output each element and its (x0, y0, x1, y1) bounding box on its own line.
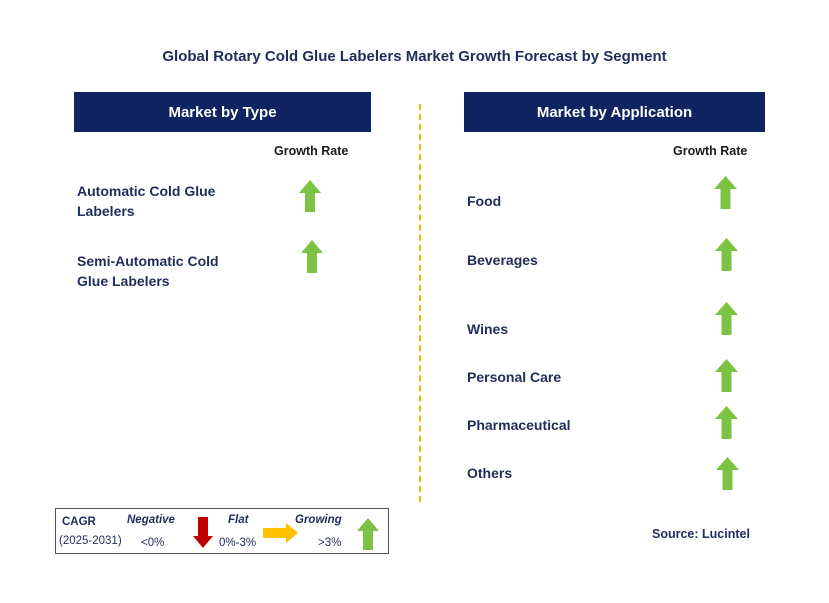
cagr-legend (55, 508, 389, 554)
growing-arrow-icon (715, 238, 738, 271)
application-growth-rate-label: Growth Rate (673, 144, 748, 158)
growing-arrow-icon (715, 302, 738, 335)
type-item-semi-automatic-line1: Semi-Automatic Cold (77, 253, 219, 269)
application-item-beverages: Beverages (467, 252, 538, 268)
market-by-type-header: Market by Type (74, 92, 371, 132)
type-item-automatic-line1: Automatic Cold Glue (77, 183, 216, 199)
growing-arrow-icon (715, 359, 738, 392)
type-growth-rate-label: Growth Rate (274, 144, 349, 158)
growing-arrow-icon (357, 518, 379, 550)
legend-flat-range: 0%-3% (219, 537, 257, 549)
growing-arrow-icon (715, 406, 738, 439)
growing-arrow-icon (716, 457, 739, 490)
legend-flat-label: Flat (228, 514, 249, 526)
application-item-others: Others (467, 465, 513, 481)
legend-negative-range: <0% (141, 537, 165, 549)
type-item-automatic: Automatic Cold Glue Labelers (77, 181, 215, 221)
type-item-automatic-line2: Labelers (77, 203, 135, 219)
growing-arrow-icon (714, 176, 737, 209)
legend-period-label: (2025-2031) (59, 535, 122, 547)
type-item-semi-automatic: Semi-Automatic Cold Glue Labelers (77, 251, 219, 291)
legend-cagr-label: CAGR (62, 516, 96, 528)
negative-arrow-icon (193, 517, 213, 548)
application-item-wines: Wines (467, 321, 509, 337)
flat-arrow-icon (263, 523, 298, 543)
source-label: Source: Lucintel (652, 527, 750, 541)
page-title: Global Rotary Cold Glue Labelers Market … (162, 48, 667, 65)
growing-arrow-icon (299, 180, 321, 212)
application-item-personal-care: Personal Care (467, 369, 562, 385)
application-item-pharmaceutical: Pharmaceutical (467, 417, 571, 433)
application-item-food: Food (467, 193, 502, 209)
legend-negative-label: Negative (127, 514, 175, 526)
type-item-semi-automatic-line2: Glue Labelers (77, 273, 170, 289)
legend-growing-label: Growing (295, 514, 342, 526)
growing-arrow-icon (301, 240, 323, 273)
market-by-application-header: Market by Application (464, 92, 765, 132)
legend-growing-range: >3% (318, 537, 342, 549)
panel-divider (419, 104, 421, 502)
